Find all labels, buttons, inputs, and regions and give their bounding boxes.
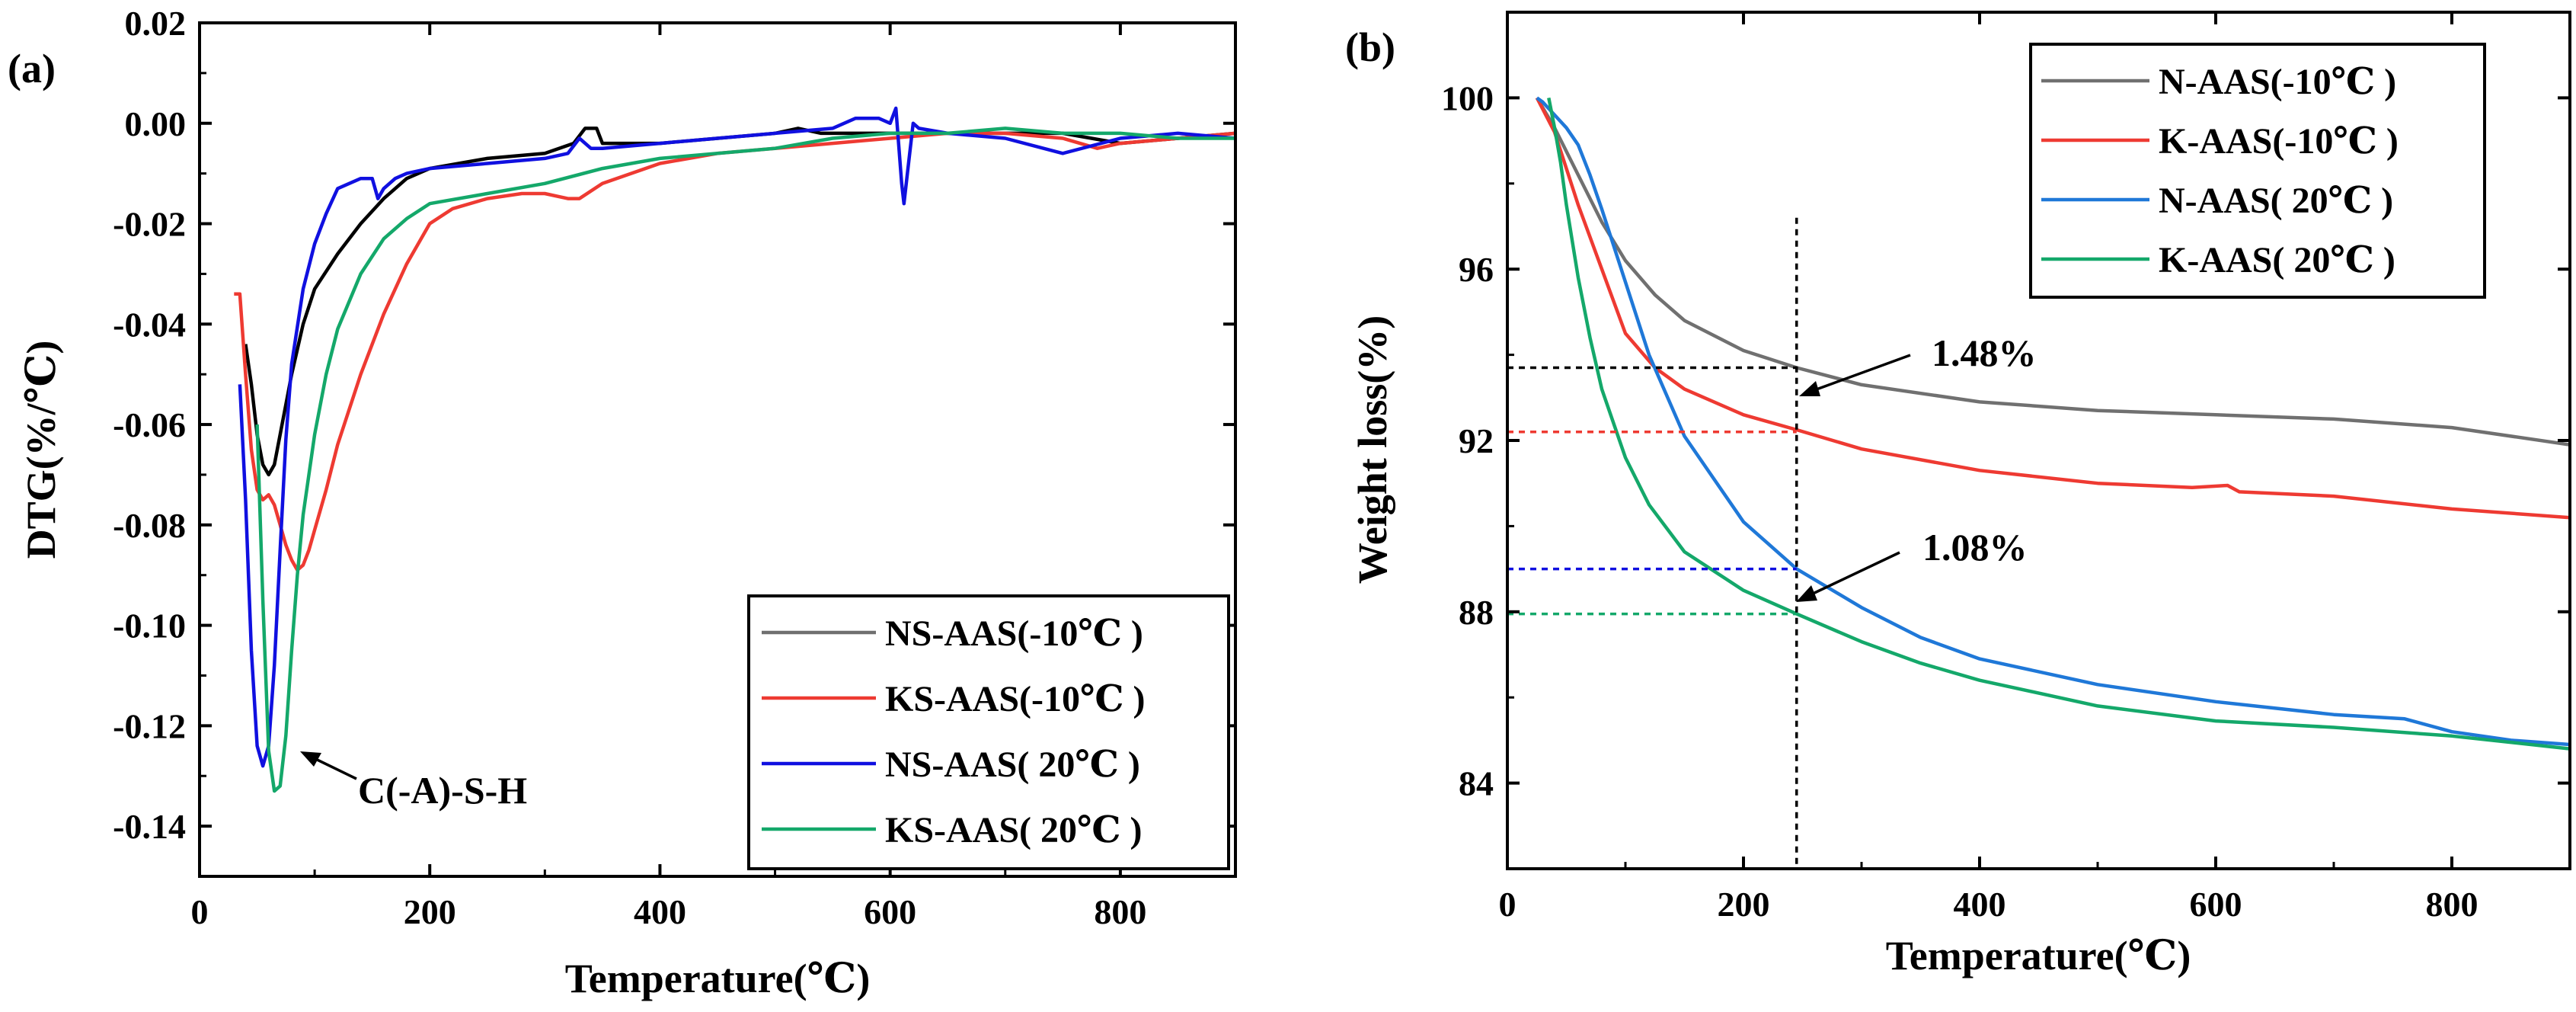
legend-b: N-AAS(-10℃ ) K-AAS(-10℃ ) N-AAS( 20℃ ) K-AA… (2029, 43, 2486, 299)
legend-label-b-0: N-AAS(-10℃ ) (2159, 62, 2396, 102)
y-tick-label-b: 100 (1441, 78, 1494, 117)
y-tick-label-a: -0.12 (113, 706, 186, 745)
series-line-a-3 (255, 126, 1235, 793)
y-tick-label-a: -0.10 (113, 607, 186, 645)
legend-label-b-2: N-AAS( 20℃ ) (2159, 181, 2393, 221)
y-tick-label-b: 96 (1459, 250, 1494, 289)
x-axis-label-a: Temperature(℃) (565, 956, 871, 1001)
loss-annotation-top-b: 1.48% (1932, 331, 2037, 374)
y-tick-label-b: 84 (1459, 764, 1494, 803)
series-line-b-0 (1535, 97, 2570, 447)
y-tick-label-a: -0.06 (113, 405, 186, 444)
x-tick-label-b: 800 (2426, 885, 2479, 924)
legend-label-b-3: K-AAS( 20℃ ) (2159, 240, 2395, 280)
series-line-b-2 (1536, 96, 2570, 747)
x-tick-label-b: 200 (1718, 885, 1770, 924)
x-axis-label-b: Temperature(℃) (1886, 933, 2191, 978)
panel-label-a: (a) (8, 46, 56, 91)
y-axis-label-b: Weight loss(%) (1350, 315, 1395, 584)
chart-b: 0 200 400 600 800 84 88 92 96 100 Temperature(℃)… (1350, 11, 2571, 978)
legend-label-a-0: NS-AAS(-10℃ ) (885, 613, 1143, 654)
loss-annotation-bottom-b: 1.08% (1922, 526, 2028, 568)
loss-arrowhead-bottom-b (1796, 585, 1817, 602)
y-tick-label-a: -0.14 (113, 807, 186, 846)
x-tick-label-a: 800 (1094, 892, 1146, 931)
series-line-a-2 (238, 106, 1235, 768)
series-line-a-1 (234, 131, 1235, 572)
y-tick-label-b: 88 (1459, 593, 1494, 632)
x-tick-label-a: 600 (864, 892, 916, 931)
legend-box-a (747, 594, 1230, 870)
legend-label-a-1: KS-AAS(-10℃ ) (885, 679, 1146, 719)
series-line-b-3 (1547, 97, 2570, 751)
peak-arrowhead-a (300, 751, 321, 767)
legend-label-a-2: NS-AAS( 20℃ ) (885, 745, 1140, 785)
legend-box-b (2029, 43, 2486, 299)
panel-label-b: (b) (1345, 24, 1395, 70)
x-tick-label-b: 0 (1499, 885, 1517, 924)
y-tick-label-a: -0.04 (113, 305, 186, 344)
loss-arrow-bottom-b (1811, 551, 1900, 596)
plot-frame-a (198, 21, 1237, 878)
x-tick-label-b: 600 (2190, 885, 2242, 924)
y-axis-label-a: DTG(%/℃) (18, 341, 64, 559)
x-tick-label-a: 200 (404, 892, 456, 931)
y-tick-label-b: 92 (1459, 421, 1494, 460)
y-tick-label-a: -0.08 (113, 506, 186, 545)
legend-label-a-3: KS-AAS( 20℃ ) (885, 810, 1143, 850)
x-tick-label-a: 400 (634, 892, 686, 931)
legend-label-b-1: K-AAS(-10℃ ) (2159, 121, 2399, 162)
y-tick-label-a: 0.02 (125, 4, 187, 43)
x-tick-label-b: 400 (1954, 885, 2006, 924)
peak-annotation-a: C(-A)-S-H (358, 769, 527, 812)
y-tick-label-a: 0.00 (125, 104, 187, 143)
loss-arrow-top-b (1814, 354, 1911, 392)
y-tick-label-a: -0.02 (113, 205, 186, 244)
x-tick-label-a: 0 (191, 892, 209, 931)
legend-a: NS-AAS(-10℃ ) KS-AAS(-10℃ ) NS-AAS( 20℃ ) K… (747, 594, 1230, 870)
series-line-b-1 (1535, 97, 2570, 520)
chart-a: 0 200 400 600 800 0.02 0.00 -0.02 -0.04 -0.06 -0.… (18, 4, 1237, 1001)
loss-arrowhead-top-b (1799, 381, 1820, 396)
